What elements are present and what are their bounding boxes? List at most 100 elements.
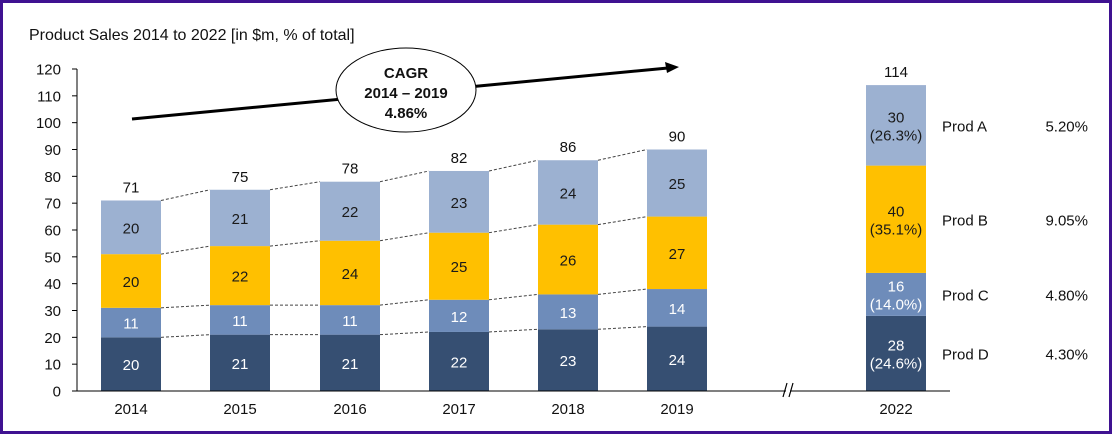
total-label: 114 xyxy=(884,64,908,81)
bar-segment-prod-b xyxy=(647,216,707,290)
data-label: 16 xyxy=(888,278,905,295)
connector-line xyxy=(160,245,211,255)
connector-line xyxy=(597,216,648,226)
total-label: 78 xyxy=(342,161,359,178)
y-axis: 0 10 20 30 40 50 60 70 80 90 100 110 120 xyxy=(36,62,78,401)
y-tick-label: 90 xyxy=(44,142,61,159)
bar-segment-prod-b xyxy=(101,254,161,308)
data-label: 11 xyxy=(123,316,139,333)
data-label: 12 xyxy=(451,309,468,326)
y-tick-label: 30 xyxy=(44,303,61,320)
x-tick-label: 2014 xyxy=(114,401,147,418)
bar-segment-prod-a xyxy=(866,85,926,166)
legend-label: Prod A xyxy=(942,118,987,135)
data-label: 24 xyxy=(669,352,686,369)
bar-stack-2017: 22 12 25 23 82 xyxy=(429,150,489,391)
total-label: 82 xyxy=(451,150,468,167)
bar-segment-prod-c xyxy=(647,289,707,327)
data-label: 30 xyxy=(888,109,905,126)
y-tick-label: 0 xyxy=(53,384,61,401)
data-label: 20 xyxy=(123,274,140,291)
bar-stack-2022: 28(24.6%) 16(14.0%) 40(35.1%) 30(26.3%) 114 xyxy=(866,64,926,391)
connector-line xyxy=(269,240,321,247)
data-label: 11 xyxy=(232,313,248,330)
bar-segment-prod-c xyxy=(866,272,926,316)
connector-lines xyxy=(160,149,648,338)
total-label: 75 xyxy=(232,169,249,186)
connector-line xyxy=(379,331,430,336)
connector-line xyxy=(160,304,211,309)
data-label: 23 xyxy=(560,353,577,370)
bar-segment-prod-c xyxy=(101,307,161,338)
data-label: 26 xyxy=(560,253,577,270)
bar-segment-prod-b xyxy=(320,240,380,306)
data-label: 22 xyxy=(451,354,468,371)
connector-line xyxy=(597,288,648,295)
x-axis: 2014 2015 2016 2017 2018 2019 2022 xyxy=(77,382,950,418)
data-label: 25 xyxy=(669,176,686,193)
y-tick-label: 20 xyxy=(44,330,61,347)
connector-line xyxy=(488,159,539,172)
bar-segment-prod-c xyxy=(538,294,598,330)
connector-line xyxy=(160,189,211,201)
x-tick-label: 2019 xyxy=(660,401,693,418)
connector-line xyxy=(597,149,648,161)
data-label: 22 xyxy=(232,269,249,286)
bars: 20 11 20 20 71 21 11 22 21 75 21 11 24 22 78 22 12 25 23 82… xyxy=(101,64,926,391)
axis-break-gap xyxy=(786,390,790,392)
data-label: 24 xyxy=(342,266,359,283)
cagr-ellipse xyxy=(335,47,477,133)
legend: Prod A 5.20% Prod B 9.05% Prod C 4.80% Prod D 4… xyxy=(942,118,1088,363)
axis-break-mark xyxy=(782,382,788,398)
legend-label: Prod B xyxy=(942,212,988,229)
share-label: (26.3%) xyxy=(870,127,923,144)
bar-segment-prod-b xyxy=(538,224,598,295)
bar-segment-prod-a xyxy=(320,181,380,241)
total-label: 86 xyxy=(560,139,577,156)
bar-segment-prod-d xyxy=(210,334,270,391)
bar-segment-prod-d xyxy=(647,326,707,391)
connector-line xyxy=(160,334,211,338)
x-tick-label: 2018 xyxy=(551,401,584,418)
bar-segment-prod-a xyxy=(210,189,270,247)
data-label: 25 xyxy=(451,259,468,276)
cagr-annotation: CAGR 2014 – 2019 4.86% xyxy=(131,47,679,133)
data-label: 21 xyxy=(342,356,359,373)
data-label: 40 xyxy=(888,203,905,220)
connector-line xyxy=(379,299,430,306)
bar-segment-prod-c xyxy=(320,305,380,335)
total-label: 90 xyxy=(669,129,686,146)
bar-segment-prod-b xyxy=(210,246,270,306)
data-label: 11 xyxy=(342,313,358,330)
cagr-text-line: CAGR xyxy=(384,65,428,82)
connector-line xyxy=(379,170,430,183)
legend-label: Prod C xyxy=(942,287,989,304)
legend-item-prod-c: Prod C 4.80% xyxy=(942,287,1088,304)
legend-item-prod-b: Prod B 9.05% xyxy=(942,212,1088,229)
data-label: 20 xyxy=(123,220,140,237)
bar-stack-2015: 21 11 22 21 75 xyxy=(210,169,270,391)
legend-label: Prod D xyxy=(942,346,989,363)
bar-segment-prod-d xyxy=(320,334,380,391)
legend-cagr-value: 9.05% xyxy=(1045,212,1088,229)
bar-segment-prod-c xyxy=(210,305,270,335)
bar-segment-prod-a xyxy=(647,149,707,217)
y-tick-label: 80 xyxy=(44,169,61,186)
axis-break-mark xyxy=(788,382,794,398)
y-tick-label: 60 xyxy=(44,223,61,240)
connector-line xyxy=(488,328,539,333)
data-label: 23 xyxy=(451,195,468,212)
chart-title: Product Sales 2014 to 2022 [in $m, % of … xyxy=(29,27,355,44)
y-tick-label: 120 xyxy=(36,62,61,79)
y-tick-label: 100 xyxy=(36,115,61,132)
x-tick-label: 2022 xyxy=(879,401,912,418)
y-tick-label: 40 xyxy=(44,276,61,293)
x-tick-label: 2016 xyxy=(333,401,366,418)
bar-segment-prod-d xyxy=(866,315,926,391)
data-label: 13 xyxy=(560,305,577,322)
bar-segment-prod-a xyxy=(538,160,598,225)
legend-cagr-value: 5.20% xyxy=(1045,118,1088,135)
arrow-head-icon xyxy=(665,62,679,73)
data-label: 14 xyxy=(669,301,686,318)
